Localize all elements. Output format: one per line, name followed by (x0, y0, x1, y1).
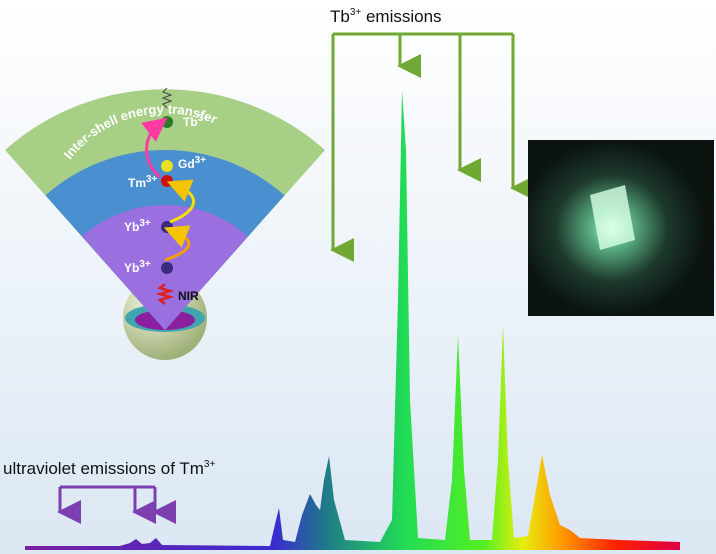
ion-label: Yb3+ (124, 218, 151, 234)
energy-arrow (141, 117, 168, 179)
tb-emission-wave (161, 87, 173, 109)
nir-wave (155, 283, 175, 305)
uv-emissions-label: ultraviolet emissions of Tm3+ (3, 459, 215, 478)
yb-ion (161, 262, 173, 274)
tb-ion (161, 116, 173, 128)
ion-label: Tm3+ (128, 174, 158, 190)
nanoparticle-scheme: Inter-shell energy transfer Tb3+ Gd3+ Tm… (5, 87, 325, 360)
uv-bracket (57, 485, 176, 524)
photo-cuvette (590, 185, 635, 250)
energy-arrow (163, 225, 191, 262)
ion-label: Tb3+ (183, 113, 209, 129)
energy-arrow (166, 179, 196, 224)
gd-ion (161, 160, 173, 172)
ion-label: Gd3+ (178, 155, 206, 171)
ion-label: Yb3+ (124, 259, 151, 275)
tb-emissions-label: Tb3+ emissions (330, 7, 442, 26)
nir-label: NIR (178, 289, 199, 303)
tb-bracket (330, 32, 534, 262)
tm-ion (161, 175, 173, 187)
